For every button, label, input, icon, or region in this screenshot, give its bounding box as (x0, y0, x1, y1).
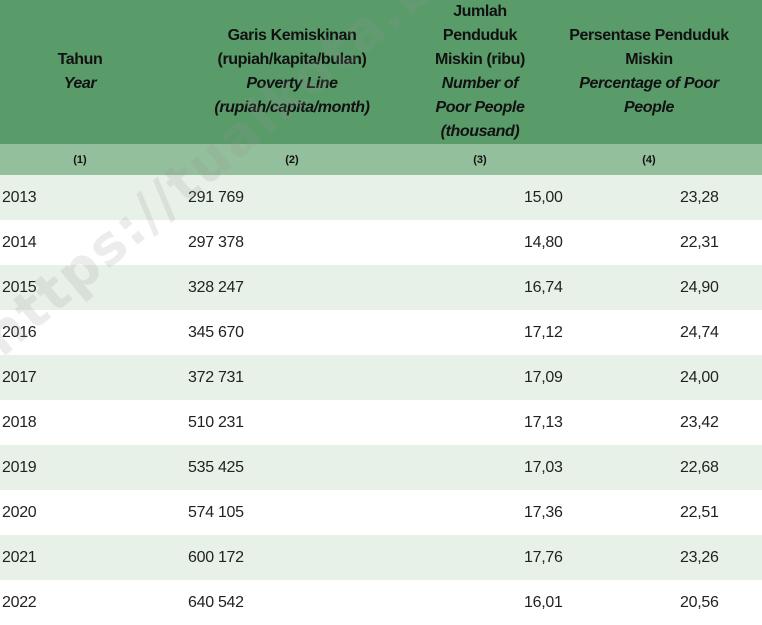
table-row: 2019 535 425 17,03 22,68 (0, 445, 762, 490)
percentage-cell: 20,56 (536, 580, 762, 625)
table-row: 2017 372 731 17,09 24,00 (0, 355, 762, 400)
column-number: (2) (160, 144, 424, 175)
column-number-row: (1) (2) (3) (4) (0, 144, 762, 175)
poverty-line-cell: 328 247 (160, 265, 424, 310)
table-row: 2021 600 172 17,76 23,26 (0, 535, 762, 580)
table-row: 2015 328 247 16,74 24,90 (0, 265, 762, 310)
poverty-line-cell: 640 542 (160, 580, 424, 625)
table-row: 2018 510 231 17,13 23,42 (0, 400, 762, 445)
poor-people-cell: 17,09 (424, 355, 563, 400)
year-cell: 2014 (0, 220, 160, 265)
table-row: 2020 574 105 17,36 22,51 (0, 490, 762, 535)
year-cell: 2019 (0, 445, 160, 490)
poor-people-cell: 15,00 (424, 175, 563, 220)
table-row: 2013 291 769 15,00 23,28 (0, 175, 762, 220)
poor-people-cell: 14,80 (424, 220, 563, 265)
header-year: Tahun Year (0, 0, 160, 144)
percentage-cell: 24,00 (536, 355, 762, 400)
percentage-cell: 23,42 (536, 400, 762, 445)
table-row: 2022 640 542 16,01 20,56 (0, 580, 762, 625)
poor-people-cell: 17,36 (424, 490, 563, 535)
table-row: 2014 297 378 14,80 22,31 (0, 220, 762, 265)
column-number: (3) (424, 144, 536, 175)
table-row: 2016 345 670 17,12 24,74 (0, 310, 762, 355)
poverty-line-cell: 291 769 (160, 175, 424, 220)
percentage-cell: 23,26 (536, 535, 762, 580)
percentage-cell: 23,28 (536, 175, 762, 220)
year-cell: 2013 (0, 175, 160, 220)
year-cell: 2015 (0, 265, 160, 310)
year-cell: 2018 (0, 400, 160, 445)
poverty-line-cell: 372 731 (160, 355, 424, 400)
poor-people-cell: 16,01 (424, 580, 563, 625)
header-row: Tahun Year Garis Kemiskinan (rupiah/kapi… (0, 0, 762, 144)
poverty-line-cell: 345 670 (160, 310, 424, 355)
percentage-cell: 24,74 (536, 310, 762, 355)
poverty-line-cell: 510 231 (160, 400, 424, 445)
column-number: (1) (0, 144, 160, 175)
percentage-cell: 22,31 (536, 220, 762, 265)
year-cell: 2020 (0, 490, 160, 535)
poor-people-cell: 17,12 (424, 310, 563, 355)
percentage-cell: 22,51 (536, 490, 762, 535)
header-poverty-line: Garis Kemiskinan (rupiah/kapita/bulan) P… (160, 0, 424, 144)
poor-people-cell: 17,03 (424, 445, 563, 490)
table-body: 2013 291 769 15,00 23,28 2014 297 378 14,80 22,… (0, 175, 762, 625)
poverty-line-cell: 297 378 (160, 220, 424, 265)
poor-people-cell: 17,13 (424, 400, 563, 445)
poverty-line-cell: 600 172 (160, 535, 424, 580)
percentage-cell: 22,68 (536, 445, 762, 490)
year-cell: 2016 (0, 310, 160, 355)
year-cell: 2022 (0, 580, 160, 625)
year-cell: 2017 (0, 355, 160, 400)
poverty-line-cell: 535 425 (160, 445, 424, 490)
percentage-cell: 24,90 (536, 265, 762, 310)
poor-people-cell: 16,74 (424, 265, 563, 310)
header-percentage-poor: Persentase Penduduk Miskin Percentage of… (536, 0, 762, 144)
poor-people-cell: 17,76 (424, 535, 563, 580)
header-number-poor: Jumlah Penduduk Miskin (ribu) Number of … (424, 0, 536, 144)
column-number: (4) (536, 144, 762, 175)
year-cell: 2021 (0, 535, 160, 580)
poverty-line-cell: 574 105 (160, 490, 424, 535)
